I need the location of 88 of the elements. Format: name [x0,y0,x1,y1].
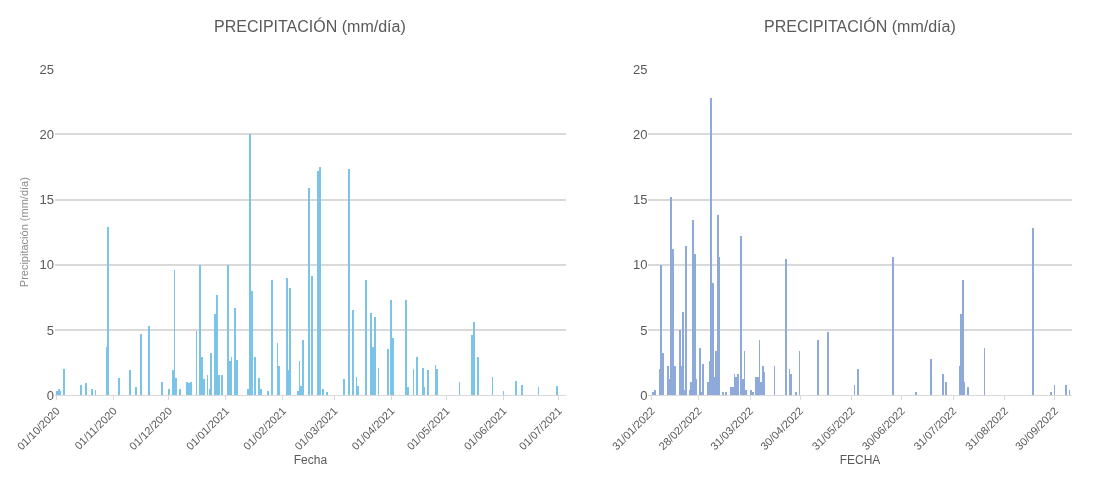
bar [699,348,702,396]
bar [215,295,218,396]
bar [369,313,372,396]
bar [318,167,321,396]
y-tick-label: 25 [632,61,648,77]
bar [514,381,517,396]
bar [233,308,236,396]
chart-title: PRECIPITACIÓN (mm/día) [764,17,956,35]
bar [967,387,970,396]
bar [342,379,345,396]
x-axis-title: FECHA [839,453,881,468]
bar [435,369,438,396]
bar [942,374,945,396]
bar [134,387,137,396]
bar [670,197,673,396]
bar [1032,228,1035,396]
bar [389,300,392,396]
bar [178,389,181,396]
bar [209,353,212,396]
bar [160,382,163,396]
y-tick-label: 15 [39,192,54,208]
y-tick-label: 0 [640,387,648,403]
bar [762,366,765,396]
bar [717,215,720,396]
bar [364,280,367,396]
bar [167,389,170,396]
y-tick-label: 10 [39,257,54,273]
bar [520,385,523,396]
y-tick-label: 5 [640,322,648,338]
bar [117,378,120,396]
bar [555,386,558,396]
bar [62,369,65,396]
bar [795,392,798,396]
bar [962,280,965,396]
bar [325,392,328,396]
x-axis-title: Fecha [293,453,328,468]
bar [827,332,830,396]
bar [198,265,201,396]
bar [270,280,273,396]
bar [301,340,304,396]
bar [725,392,728,396]
bar [79,385,82,396]
bar [84,383,87,396]
y-tick-label: 0 [46,387,54,403]
bar [915,392,918,396]
bar [90,389,93,396]
bar [1050,392,1053,396]
bar [226,265,229,396]
bar [351,310,354,396]
y-tick-label: 15 [632,192,648,208]
y-axis-title: Precipitación (mm/día) [18,177,31,288]
bar [817,340,820,396]
bar [476,357,479,396]
bar [373,317,376,396]
bar [892,257,895,396]
bar [685,246,688,396]
bar [710,98,713,396]
bar [660,265,663,396]
bar [740,236,743,396]
bar [785,259,788,396]
bar [316,171,319,396]
bar [147,326,150,396]
y-tick-label: 20 [632,126,648,142]
bar [347,169,350,396]
bar [472,322,475,396]
bar [404,300,407,396]
bar [426,370,429,396]
bar [220,375,223,396]
bar [307,188,310,396]
bar [930,359,933,396]
bar [106,227,109,396]
bar [257,378,260,396]
bar [248,134,251,396]
bar [415,357,418,396]
bar [692,220,695,396]
bar [421,368,424,396]
y-tick-label: 5 [46,322,54,338]
bar [139,334,142,396]
bar [1065,385,1068,396]
chart-title: PRECIPITACIÓN (mm/día) [214,17,406,35]
bar [285,278,288,396]
y-tick-label: 10 [632,257,648,273]
y-tick-label: 20 [39,126,54,142]
bar [266,391,269,396]
bar [128,370,131,396]
bar [722,392,725,396]
bar [857,369,860,396]
y-tick-label: 25 [39,61,54,77]
